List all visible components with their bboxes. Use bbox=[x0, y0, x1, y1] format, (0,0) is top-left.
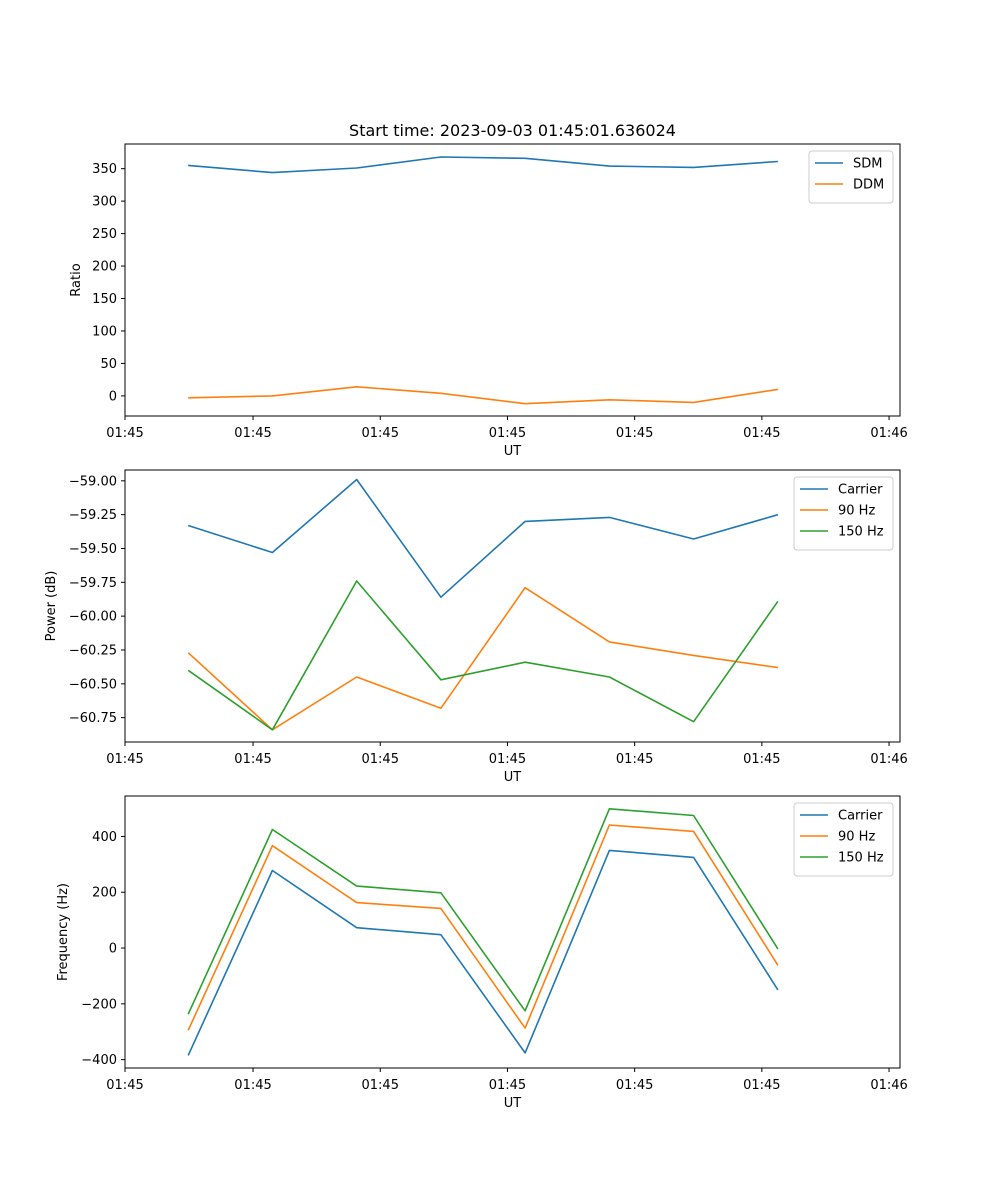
x-tick-label: 01:45 bbox=[234, 426, 271, 441]
x-tick-label: 01:46 bbox=[870, 1078, 907, 1093]
legend: Carrier 90 Hz 150 Hz bbox=[793, 802, 894, 877]
panel-3: 01:45 01:45 01:45 01:45 01:45 01:45 01:46 −400 −… bbox=[56, 795, 908, 1111]
y-tick-label: 200 bbox=[92, 260, 117, 275]
legend-label: 90 Hz bbox=[838, 830, 875, 845]
y-axis-label: Ratio bbox=[69, 263, 84, 296]
y-tick-label: 0 bbox=[109, 389, 117, 404]
x-axis-label: UT bbox=[504, 444, 522, 459]
y-tick-label: 0 bbox=[109, 942, 117, 957]
y-tick-label: −59.50 bbox=[69, 542, 117, 557]
legend-label: SDM bbox=[853, 157, 882, 172]
y-tick-label: 400 bbox=[92, 830, 117, 845]
series-line-ddm bbox=[188, 385, 779, 405]
x-tick-label: 01:46 bbox=[870, 426, 907, 441]
y-tick-label: −59.75 bbox=[69, 576, 117, 591]
y-tick-label: 50 bbox=[100, 357, 117, 372]
x-tick-label: 01:45 bbox=[106, 1078, 143, 1093]
x-tick-label: 01:45 bbox=[743, 752, 780, 767]
axes-frame bbox=[124, 795, 901, 1069]
legend-label: DDM bbox=[853, 178, 884, 193]
y-tick-label: 150 bbox=[92, 292, 117, 307]
y-tick-label: 350 bbox=[92, 162, 117, 177]
legend: Carrier 90 Hz 150 Hz bbox=[793, 476, 894, 551]
legend-label: 150 Hz bbox=[838, 851, 884, 866]
x-tick-label: 01:46 bbox=[870, 752, 907, 767]
x-tick-label: 01:45 bbox=[616, 426, 653, 441]
x-tick-label: 01:45 bbox=[234, 1078, 271, 1093]
x-tick-label: 01:45 bbox=[106, 426, 143, 441]
panel-1: Start time: 2023-09-03 01:45:01.63602401… bbox=[69, 121, 908, 459]
chart-title: Start time: 2023-09-03 01:45:01.636024 bbox=[349, 121, 676, 140]
x-tick-label: 01:45 bbox=[616, 1078, 653, 1093]
legend-label: Carrier bbox=[838, 483, 883, 498]
x-axis-label: UT bbox=[504, 1096, 522, 1111]
x-tick-label: 01:45 bbox=[616, 752, 653, 767]
y-tick-label: −400 bbox=[81, 1053, 117, 1068]
x-tick-label: 01:45 bbox=[489, 1078, 526, 1093]
legend-box bbox=[808, 150, 894, 204]
legend-label: 90 Hz bbox=[838, 504, 875, 519]
x-tick-label: 01:45 bbox=[362, 1078, 399, 1093]
series-line-carrier bbox=[187, 478, 779, 599]
series-line-90-hz bbox=[187, 824, 779, 1031]
x-tick-label: 01:45 bbox=[743, 426, 780, 441]
x-tick-label: 01:45 bbox=[489, 752, 526, 767]
y-tick-label: 100 bbox=[92, 324, 117, 339]
y-tick-label: 200 bbox=[92, 886, 117, 901]
x-tick-label: 01:45 bbox=[234, 752, 271, 767]
x-tick-label: 01:45 bbox=[362, 752, 399, 767]
legend-label: Carrier bbox=[838, 809, 883, 824]
y-tick-label: 250 bbox=[92, 227, 117, 242]
x-tick-label: 01:45 bbox=[362, 426, 399, 441]
y-tick-label: −60.50 bbox=[69, 677, 117, 692]
axes-frame bbox=[124, 143, 901, 417]
legend: SDM DDM bbox=[808, 150, 894, 204]
x-tick-label: 01:45 bbox=[489, 426, 526, 441]
y-tick-label: 300 bbox=[92, 195, 117, 210]
y-tick-label: −60.75 bbox=[69, 711, 117, 726]
panel-2: 01:45 01:45 01:45 01:45 01:45 01:45 01:46 −59.0… bbox=[44, 469, 908, 785]
series-line-sdm bbox=[188, 156, 778, 174]
y-tick-label: −200 bbox=[81, 997, 117, 1012]
series-line-150-hz bbox=[187, 807, 779, 1015]
y-tick-label: −60.25 bbox=[69, 643, 117, 658]
y-tick-label: −59.25 bbox=[69, 508, 117, 523]
series-line-90-hz bbox=[187, 586, 779, 731]
series-line-carrier bbox=[187, 849, 779, 1056]
axes-frame bbox=[124, 469, 901, 743]
x-tick-label: 01:45 bbox=[743, 1078, 780, 1093]
x-axis-label: UT bbox=[504, 770, 522, 785]
legend-label: 150 Hz bbox=[838, 525, 884, 540]
y-axis-label: Power (dB) bbox=[44, 571, 59, 642]
y-axis-label: Frequency (Hz) bbox=[56, 883, 71, 981]
series-line-150-hz bbox=[187, 580, 779, 731]
x-tick-label: 01:45 bbox=[106, 752, 143, 767]
y-tick-label: −59.00 bbox=[69, 474, 117, 489]
y-tick-label: −60.00 bbox=[69, 610, 117, 625]
